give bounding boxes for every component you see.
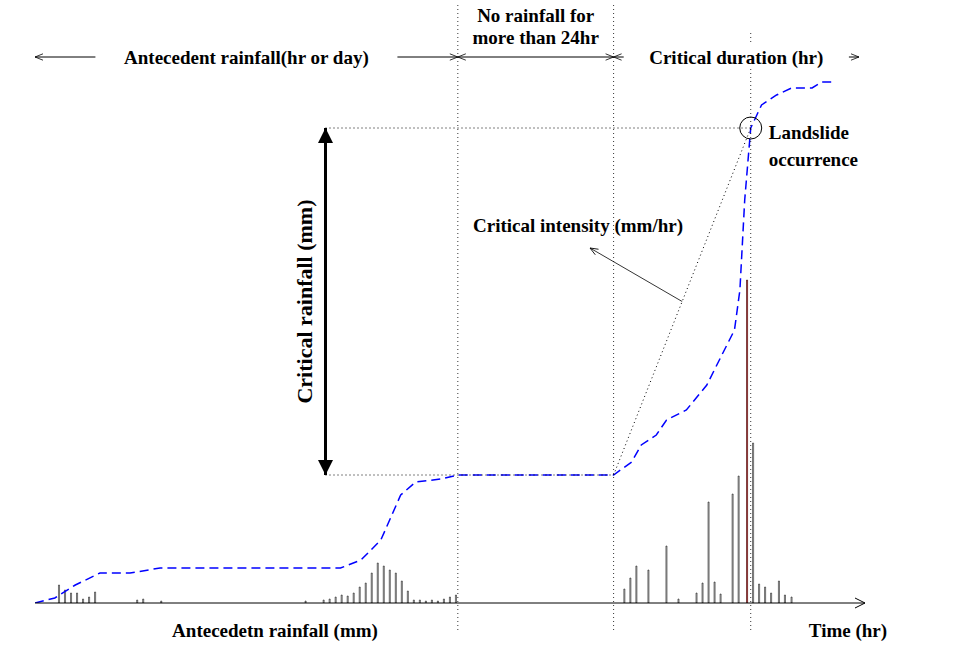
svg-text:Time (hr): Time (hr) [809,620,887,642]
svg-text:more than 24hr: more than 24hr [473,27,600,48]
svg-text:Antecedent rainfall(hr or day): Antecedent rainfall(hr or day) [124,47,369,69]
svg-text:Landslide: Landslide [769,122,849,143]
svg-text:Antecedetn rainfall (mm): Antecedetn rainfall (mm) [172,620,378,642]
svg-text:Critical rainfall (mm): Critical rainfall (mm) [292,199,317,403]
svg-text:Critical duration (hr): Critical duration (hr) [649,47,823,69]
svg-text:No rainfall for: No rainfall for [477,5,595,26]
svg-text:Critical intensity (mm/hr): Critical intensity (mm/hr) [473,215,683,237]
svg-text:occurrence: occurrence [769,149,858,170]
